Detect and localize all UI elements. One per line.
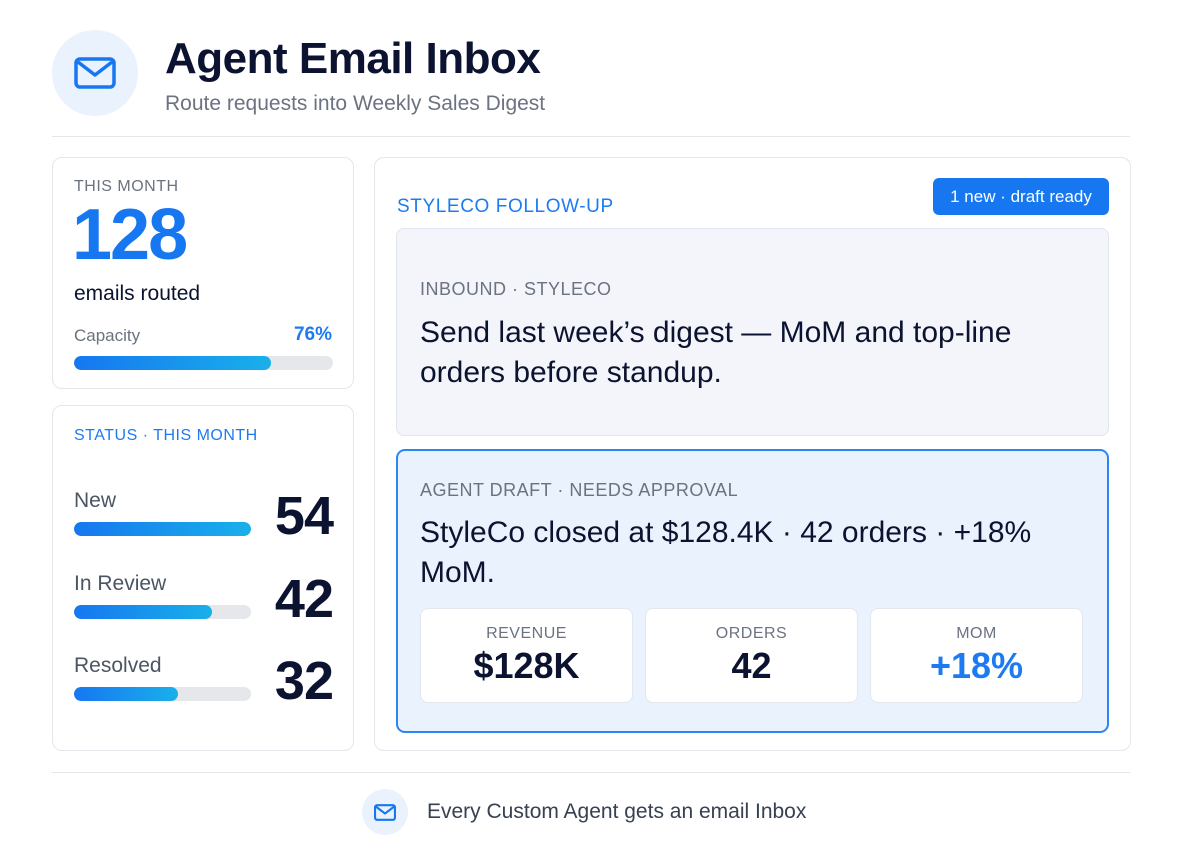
status-row-new[interactable]: New 54 bbox=[74, 486, 334, 559]
orders-stat: ORDERS 42 bbox=[645, 608, 858, 703]
page-footer: Every Custom Agent gets an email Inbox bbox=[52, 772, 1130, 858]
thread-panel: STYLECO FOLLOW-UP 1 new · draft ready IN… bbox=[374, 157, 1131, 751]
status-row-resolved[interactable]: Resolved 32 bbox=[74, 651, 334, 724]
monthly-emails-card: THIS MONTH 128 emails routed Capacity 76… bbox=[52, 157, 354, 389]
status-card-label: STATUS · THIS MONTH bbox=[74, 427, 258, 444]
status-card: STATUS · THIS MONTH New 54 In Review 42 … bbox=[52, 405, 354, 751]
status-name: In Review bbox=[74, 572, 167, 595]
inbound-label: INBOUND · STYLECO bbox=[420, 279, 612, 299]
mom-stat: MOM +18% bbox=[870, 608, 1083, 703]
inbound-message[interactable]: INBOUND · STYLECO Send last week’s diges… bbox=[396, 228, 1109, 436]
draft-ready-badge[interactable]: 1 new · draft ready bbox=[933, 178, 1109, 215]
month-label: THIS MONTH bbox=[74, 178, 179, 195]
page-title: Agent Email Inbox bbox=[165, 34, 541, 83]
status-count: 42 bbox=[274, 569, 334, 629]
emails-routed-count: 128 bbox=[72, 195, 188, 275]
status-count: 54 bbox=[274, 486, 334, 546]
draft-label: AGENT DRAFT · NEEDS APPROVAL bbox=[420, 480, 739, 500]
stat-value: 42 bbox=[731, 645, 772, 686]
agent-draft[interactable]: AGENT DRAFT · NEEDS APPROVAL StyleCo clo… bbox=[396, 449, 1109, 733]
stat-value: +18% bbox=[929, 645, 1024, 686]
envelope-icon bbox=[362, 789, 408, 835]
draft-text: StyleCo closed at $128.4K · 42 orders · … bbox=[420, 516, 1032, 589]
stat-label: REVENUE bbox=[486, 625, 567, 642]
status-progress-bar bbox=[74, 522, 251, 536]
status-name: Resolved bbox=[74, 654, 162, 677]
envelope-icon bbox=[52, 30, 138, 116]
capacity-percent: 76% bbox=[293, 324, 332, 345]
status-progress-bar bbox=[74, 605, 251, 619]
stat-label: ORDERS bbox=[715, 625, 788, 642]
capacity-progress-bar bbox=[74, 356, 333, 370]
status-progress-fill bbox=[74, 522, 251, 536]
status-progress-fill bbox=[74, 687, 179, 701]
status-name: New bbox=[74, 489, 117, 512]
status-count: 32 bbox=[274, 651, 334, 711]
inbound-text: Send last week’s digest — MoM and top-li… bbox=[420, 316, 1012, 389]
emails-routed-caption: emails routed bbox=[74, 282, 201, 305]
status-progress-bar bbox=[74, 687, 251, 701]
capacity-progress-fill bbox=[74, 356, 271, 370]
thread-title: STYLECO FOLLOW-UP bbox=[397, 196, 614, 217]
status-row-in-review[interactable]: In Review 42 bbox=[74, 569, 334, 642]
footer-text: Every Custom Agent gets an email Inbox bbox=[427, 800, 807, 823]
revenue-stat: REVENUE $128K bbox=[420, 608, 633, 703]
capacity-label: Capacity bbox=[74, 326, 141, 345]
status-progress-fill bbox=[74, 605, 213, 619]
stat-label: MOM bbox=[956, 625, 997, 642]
page-subtitle: Route requests into Weekly Sales Digest bbox=[165, 92, 546, 115]
stat-value: $128K bbox=[473, 645, 580, 686]
page-header: Agent Email Inbox Route requests into We… bbox=[52, 30, 1130, 137]
